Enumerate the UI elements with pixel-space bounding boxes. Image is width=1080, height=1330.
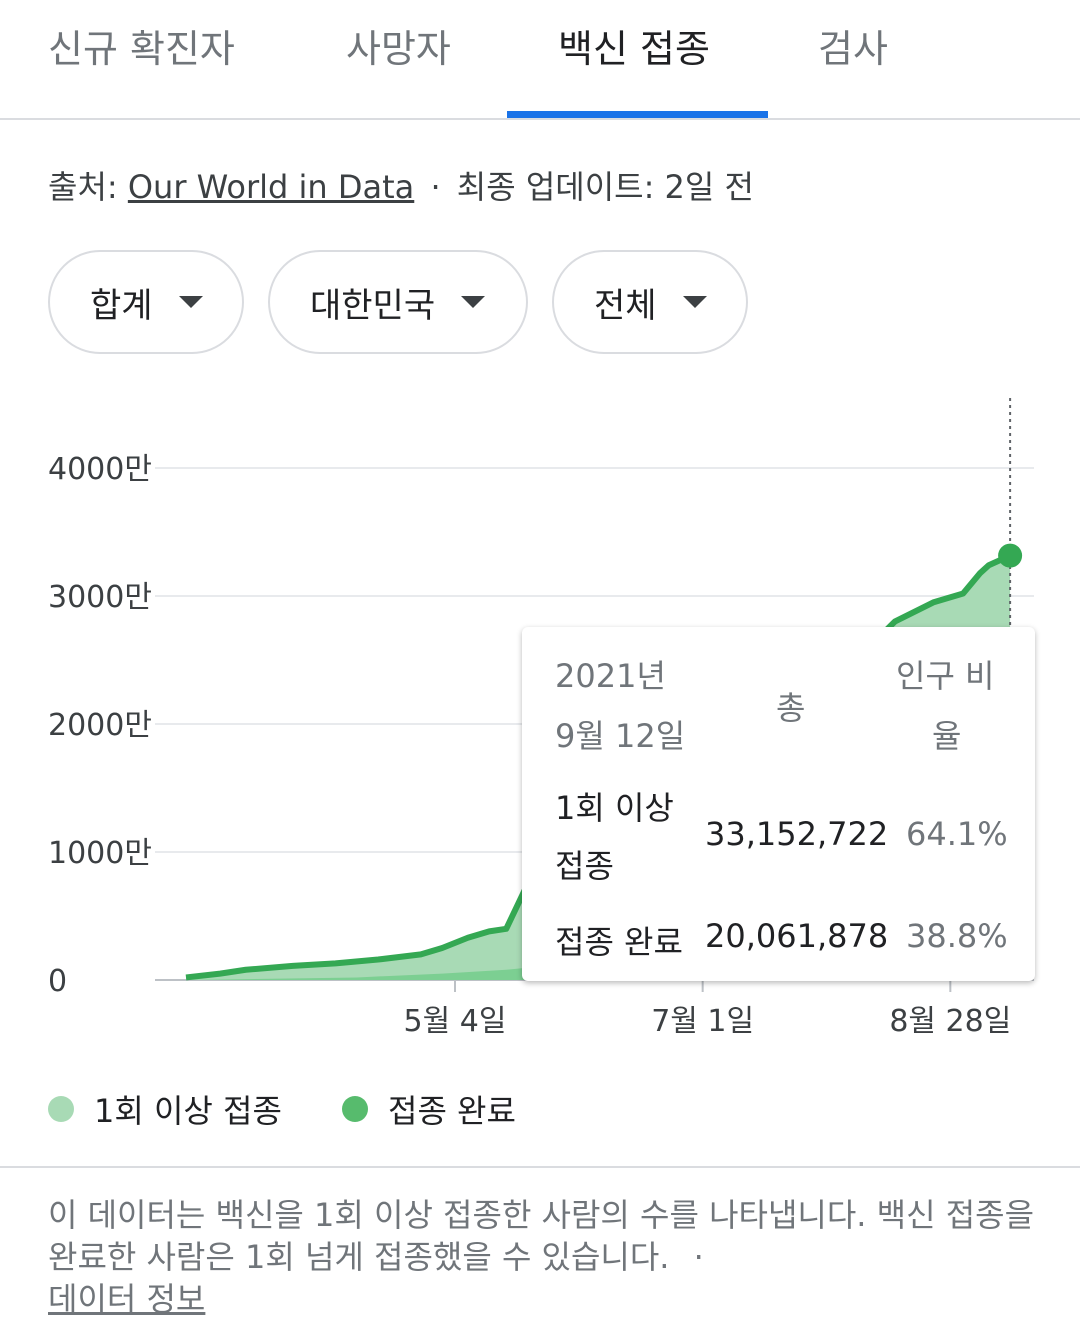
dropdown-arrow-icon [461, 296, 486, 308]
tab-deaths[interactable]: 사망자 [346, 27, 451, 71]
legend-item-full-dose[interactable]: 접종 완료 [342, 1086, 516, 1132]
filter-chip-label: 합계 [90, 285, 153, 326]
source-line: 출처: Our World in Data · 최종 업데이트: 2일 전 [48, 162, 754, 208]
tooltip-row1-label-cont: 접종 [555, 847, 614, 885]
dropdown-arrow-icon [178, 296, 203, 308]
y-tick-label: 0 [48, 964, 67, 999]
tab-bar: 신규 확진자 사망자 백신 접종 검사 [0, 0, 1080, 120]
filter-chip-label: 전체 [594, 285, 657, 326]
source-separator: · [430, 168, 441, 206]
legend-swatch [48, 1096, 74, 1122]
last-updated: 최종 업데이트: 2일 전 [456, 168, 754, 206]
y-tick-label: 4000만 [48, 452, 152, 487]
dropdown-arrow-icon [682, 296, 707, 308]
tab-vaccination[interactable]: 백신 접종 [558, 27, 710, 71]
footnote-text: 이 데이터는 백신을 1회 이상 접종한 사람의 수를 나타냅니다. 백신 접종… [48, 1196, 1035, 1276]
filter-chip-country[interactable]: 대한민국 [268, 250, 528, 354]
section-divider [0, 1166, 1080, 1168]
tab-tests[interactable]: 검사 [818, 27, 888, 71]
tooltip-col-ratio: 인구 비 [896, 657, 995, 695]
tooltip-day: 9월 12일 [555, 717, 686, 755]
footnote: 이 데이터는 백신을 1회 이상 접종한 사람의 수를 나타냅니다. 백신 접종… [48, 1194, 1038, 1320]
legend-item-first-dose[interactable]: 1회 이상 접종 [48, 1086, 282, 1132]
tooltip-row2-label: 접종 완료 [555, 923, 683, 961]
tooltip-col-ratio-cont: 율 [932, 717, 962, 755]
y-tick-label: 3000만 [48, 580, 152, 615]
filter-chip-total[interactable]: 합계 [48, 250, 244, 354]
data-info-link[interactable]: 데이터 정보 [48, 1280, 206, 1318]
active-tab-indicator [507, 111, 768, 118]
legend-label: 1회 이상 접종 [94, 1092, 282, 1130]
tooltip-row2-pct: 38.8% [906, 917, 1008, 955]
x-tick-label: 5월 4일 [404, 1004, 507, 1039]
filter-chip-scope[interactable]: 전체 [552, 250, 748, 354]
x-tick-label: 8월 28일 [889, 1004, 1011, 1039]
tooltip-row1-total: 33,152,722 [705, 815, 889, 853]
legend-label: 접종 완료 [388, 1092, 516, 1130]
tooltip-col-total: 총 [776, 689, 806, 727]
y-tick-label: 2000만 [48, 708, 152, 743]
hover-point [998, 543, 1023, 568]
first-dose-line [185, 552, 1012, 981]
tooltip-row2-total: 20,061,878 [705, 917, 889, 955]
x-tick-label: 7월 1일 [651, 1004, 754, 1039]
chart-tooltip: 2021년 9월 12일 총 인구 비 율 1회 이상 접종 33,152,72… [522, 627, 1035, 981]
tooltip-row1-label: 1회 이상 [555, 789, 674, 827]
legend-swatch [342, 1096, 368, 1122]
footnote-separator: · [693, 1238, 704, 1276]
filter-chip-label: 대한민국 [310, 285, 436, 326]
tab-new-cases[interactable]: 신규 확진자 [48, 27, 235, 71]
y-tick-label: 1000만 [48, 836, 152, 871]
tooltip-year: 2021년 [555, 657, 666, 695]
source-prefix: 출처: [48, 168, 128, 206]
tooltip-row1-pct: 64.1% [906, 815, 1008, 853]
source-link[interactable]: Our World in Data [127, 168, 415, 206]
